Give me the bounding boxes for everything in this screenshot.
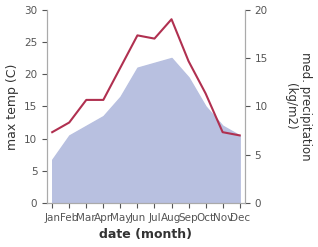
Y-axis label: med. precipitation
(kg/m2): med. precipitation (kg/m2) [284, 52, 313, 161]
Y-axis label: max temp (C): max temp (C) [5, 63, 18, 149]
X-axis label: date (month): date (month) [100, 228, 192, 242]
